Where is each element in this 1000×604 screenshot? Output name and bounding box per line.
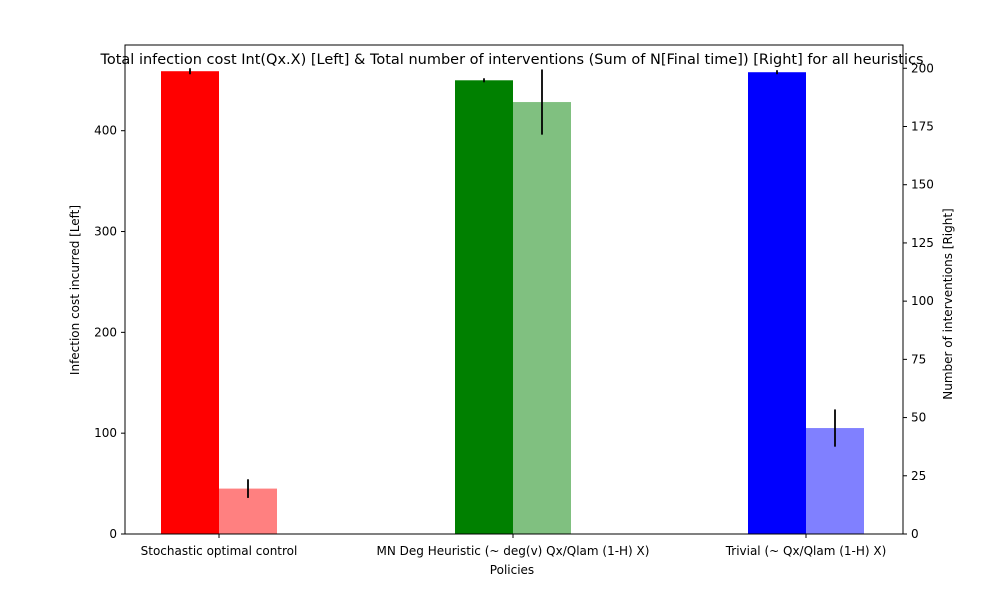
chart-title: Total infection cost Int(Qx.X) [Left] & … [99, 52, 923, 68]
plot-frame [124, 44, 904, 535]
left-y-tick-label-1: 100 [94, 426, 117, 440]
bars-group [161, 71, 864, 535]
right-y-tick-label-0: 0 [911, 527, 919, 541]
left-y-tick-label-4: 400 [94, 124, 117, 138]
right-y-tick-label-2: 50 [911, 411, 926, 425]
left-axis: 0 100 200 300 400 [94, 124, 125, 541]
right-y-tick-label-3: 75 [911, 352, 926, 366]
bar-infection-cost-1 [455, 80, 513, 534]
left-y-tick-label-3: 300 [94, 225, 117, 239]
x-axis-label: Policies [490, 563, 534, 577]
right-axis: 0 25 50 75 100 125 150 175 200 [903, 61, 934, 541]
right-y-tick-label-4: 100 [911, 294, 934, 308]
right-y-axis-label: Number of interventions [Right] [941, 208, 955, 399]
right-y-tick-label-5: 125 [911, 236, 934, 250]
bar-infection-cost-0 [161, 71, 219, 535]
right-y-tick-label-6: 150 [911, 178, 934, 192]
right-y-tick-label-1: 25 [911, 469, 926, 483]
bar-interventions-1 [513, 102, 571, 535]
x-tick-label-0: Stochastic optimal control [141, 544, 298, 558]
right-y-tick-label-7: 175 [911, 120, 934, 134]
left-y-tick-label-0: 0 [109, 527, 117, 541]
x-axis: Stochastic optimal control MN Deg Heurist… [141, 534, 887, 558]
right-y-tick-label-8: 200 [911, 61, 934, 75]
x-tick-label-1: MN Deg Heuristic (~ deg(v) Qx/Qlam (1-H)… [377, 544, 650, 558]
left-y-tick-label-2: 200 [94, 325, 117, 339]
left-y-axis-label: Infection cost incurred [Left] [68, 205, 82, 375]
bar-infection-cost-2 [748, 72, 806, 534]
x-tick-label-2: Trivial (~ Qx/Qlam (1-H) X) [725, 544, 887, 558]
errorbars-group [189, 68, 836, 498]
